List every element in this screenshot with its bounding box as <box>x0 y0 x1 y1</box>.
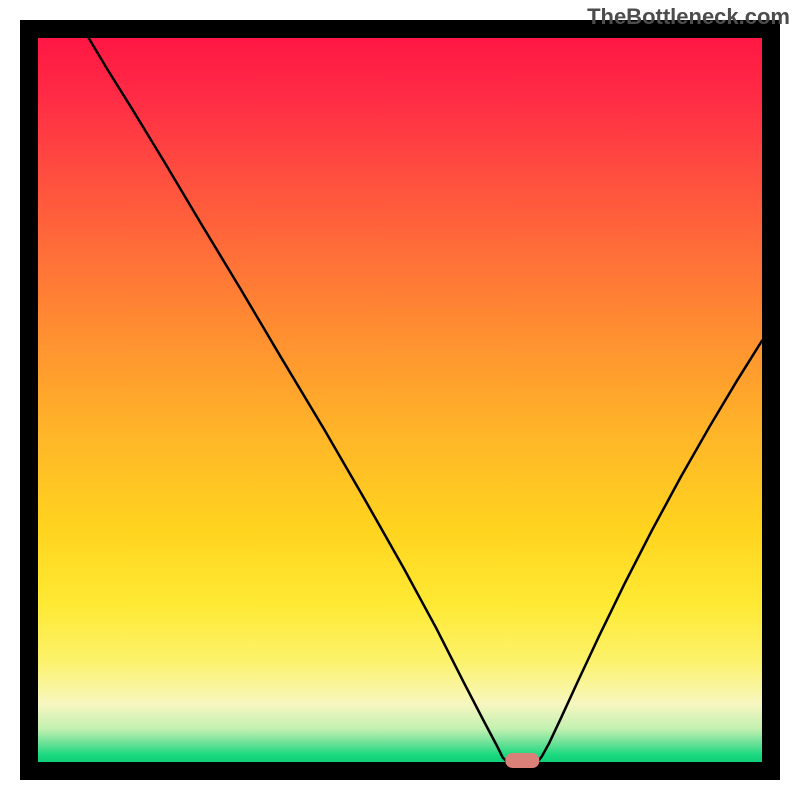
plot-background <box>38 38 762 762</box>
chart-container: TheBottleneck.com <box>0 0 800 800</box>
bottleneck-chart <box>0 0 800 800</box>
optimal-point-marker <box>505 753 539 768</box>
